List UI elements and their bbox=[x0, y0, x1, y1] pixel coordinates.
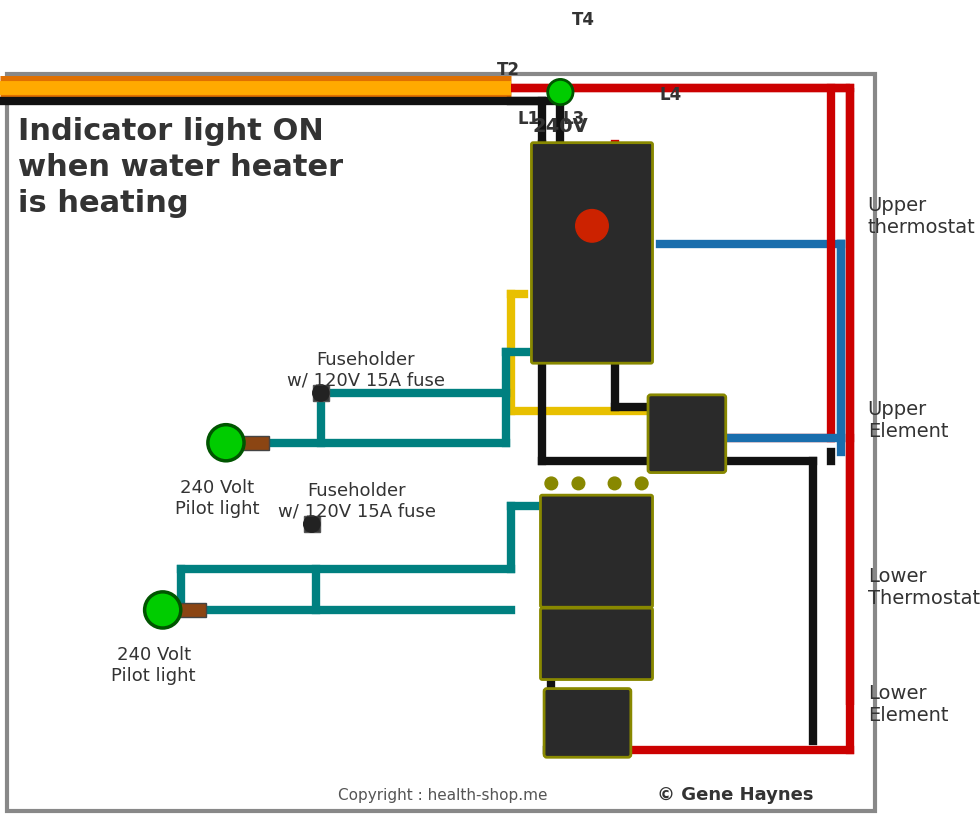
FancyBboxPatch shape bbox=[544, 689, 631, 757]
Text: 240 Volt
Pilot light: 240 Volt Pilot light bbox=[174, 479, 259, 518]
Text: T4: T4 bbox=[571, 11, 595, 28]
Text: 240V: 240V bbox=[532, 117, 588, 136]
Bar bbox=[313, 385, 329, 401]
Text: Indicator light ON
when water heater
is heating: Indicator light ON when water heater is … bbox=[18, 118, 343, 218]
Circle shape bbox=[545, 477, 558, 490]
Text: T2: T2 bbox=[497, 62, 519, 79]
Text: L3: L3 bbox=[563, 110, 585, 129]
Circle shape bbox=[635, 477, 648, 490]
Circle shape bbox=[572, 477, 585, 490]
Text: L1: L1 bbox=[517, 110, 540, 129]
Text: Upper
thermostat: Upper thermostat bbox=[867, 196, 975, 237]
Text: L4: L4 bbox=[660, 86, 682, 104]
Circle shape bbox=[313, 385, 329, 401]
Bar bbox=[304, 516, 319, 532]
Bar bbox=[242, 436, 270, 450]
FancyBboxPatch shape bbox=[541, 495, 653, 607]
Bar bbox=[179, 603, 206, 617]
Text: Upper
Element: Upper Element bbox=[867, 400, 948, 441]
Circle shape bbox=[208, 425, 244, 461]
Text: 240 Volt
Pilot light: 240 Volt Pilot light bbox=[112, 646, 196, 685]
Circle shape bbox=[575, 210, 609, 242]
Text: Fuseholder
w/ 120V 15A fuse: Fuseholder w/ 120V 15A fuse bbox=[287, 351, 445, 390]
Circle shape bbox=[145, 592, 180, 628]
FancyBboxPatch shape bbox=[541, 608, 653, 680]
Text: Copyright : health-shop.me: Copyright : health-shop.me bbox=[338, 787, 548, 802]
Text: © Gene Haynes: © Gene Haynes bbox=[657, 787, 813, 804]
Circle shape bbox=[609, 477, 621, 490]
Circle shape bbox=[304, 516, 319, 532]
FancyBboxPatch shape bbox=[648, 395, 726, 473]
Text: Fuseholder
w/ 120V 15A fuse: Fuseholder w/ 120V 15A fuse bbox=[278, 482, 436, 521]
Text: Lower
Thermostat: Lower Thermostat bbox=[867, 567, 980, 608]
Circle shape bbox=[548, 79, 573, 104]
Text: Lower
Element: Lower Element bbox=[867, 685, 948, 726]
FancyBboxPatch shape bbox=[531, 143, 653, 363]
